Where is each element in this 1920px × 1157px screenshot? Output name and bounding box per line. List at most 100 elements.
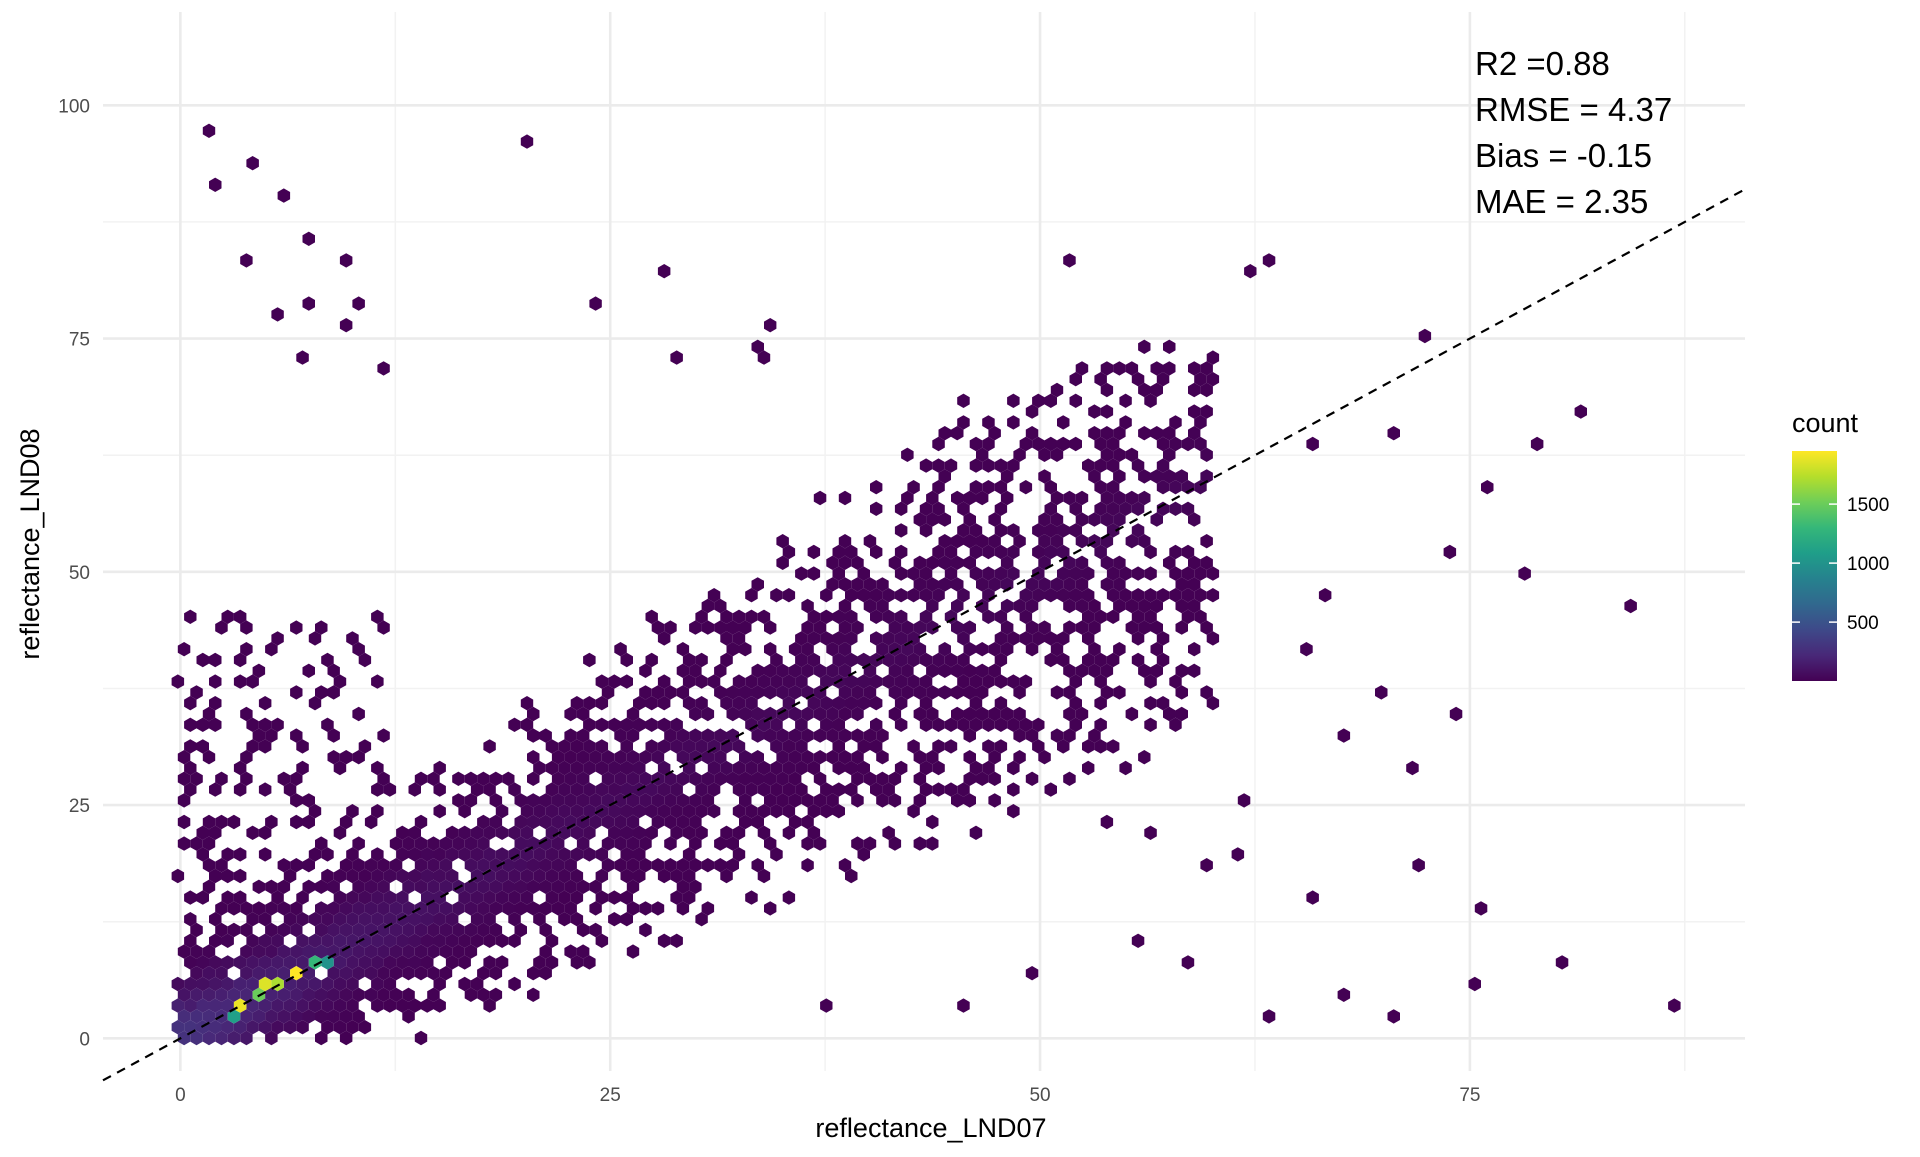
hexbin-cell — [788, 663, 802, 678]
hexbin-cell — [608, 760, 621, 776]
hexbin-cell — [595, 782, 609, 797]
hexbin-cell — [838, 728, 852, 743]
hexbin-cell — [926, 620, 939, 635]
hexbin-cell — [657, 696, 671, 711]
hexbin-cell — [315, 987, 328, 1002]
hexbin-cell — [664, 685, 677, 700]
hexbin-cell — [969, 825, 983, 840]
hexbin-cell — [1188, 512, 1201, 527]
hexbin-cell — [832, 566, 845, 581]
hexbin-cell — [1194, 372, 1207, 387]
hexbin-cell — [495, 847, 509, 862]
hexbin-cell — [240, 253, 253, 268]
hexbin-cell — [495, 933, 509, 948]
hexbin-cell — [202, 1009, 216, 1024]
hexbin-cell — [1044, 544, 1057, 560]
hexbin-cell — [1138, 469, 1151, 484]
hexbin-cell — [813, 706, 827, 722]
hexbin-cell — [296, 890, 309, 905]
hexbin-cell — [209, 933, 222, 948]
hexbin-cell — [421, 933, 434, 948]
hexbin-cell — [202, 706, 216, 722]
hexbin-cell — [433, 782, 446, 797]
hexbin-cell — [190, 922, 203, 938]
hexbin-cell — [265, 1009, 278, 1024]
hexbin-cell — [845, 782, 858, 797]
hexbin-cell — [1181, 566, 1195, 581]
hexbin-cell — [252, 901, 266, 916]
hexbin-cell — [976, 447, 989, 462]
hexbin-cell — [851, 728, 864, 743]
hexbin-cell — [1387, 1009, 1400, 1024]
hexbin-cell — [676, 814, 690, 830]
hexbin-cell — [907, 480, 920, 495]
hexbin-cells — [171, 123, 1681, 1046]
x-tick-label: 50 — [1029, 1085, 1050, 1106]
hexbin-cell — [764, 793, 777, 808]
hexbin-cell — [695, 782, 708, 797]
hexbin-cell — [1075, 512, 1089, 527]
hexbin-cell — [932, 544, 945, 560]
hexbin-cell — [1113, 685, 1126, 700]
hexbin-cell — [1156, 696, 1170, 711]
hexbin-cell — [670, 933, 683, 948]
hexbin-cell — [1075, 577, 1089, 592]
hexbin-cell — [1163, 706, 1176, 722]
hexbin-cell — [851, 577, 864, 592]
hexbin-cell — [832, 652, 845, 668]
hexbin-cell — [508, 868, 521, 884]
hexbin-cell — [857, 674, 870, 689]
hexbin-cell — [346, 933, 359, 948]
hexbin-cell — [1200, 534, 1213, 549]
hexbin-cell — [957, 782, 970, 797]
hexbin-cell — [1188, 426, 1201, 441]
hexbin-cell — [1057, 436, 1070, 452]
hexbin-cell — [714, 836, 727, 851]
hexbin-cell — [1025, 771, 1039, 786]
hexbin-cell — [477, 987, 490, 1002]
hexbin-cell — [714, 728, 727, 743]
hexbin-cell — [1100, 382, 1114, 398]
hexbin-cell — [545, 804, 559, 819]
hexbin-cell — [969, 717, 983, 732]
hexbin-cell — [1181, 544, 1195, 560]
hexbin-cell — [951, 685, 964, 700]
hexbin-cell — [221, 609, 234, 624]
hexbin-cell — [1007, 523, 1020, 538]
hexbin-cell — [489, 901, 503, 916]
hexbin-cell — [714, 598, 727, 614]
hexbin-cell — [1088, 469, 1101, 484]
hexbin-cell — [1094, 480, 1107, 495]
hexbin-cell — [757, 350, 771, 365]
hexbin-cell — [888, 793, 902, 808]
hexbin-cell — [352, 944, 365, 959]
hexbin-cell — [433, 976, 446, 992]
hexbin-cell — [539, 858, 552, 873]
hexbin-cell — [302, 296, 315, 311]
hexbin-cell — [233, 782, 247, 797]
hexbin-cell — [1200, 620, 1213, 635]
hexbin-cell — [271, 1020, 284, 1035]
hexbin-cell — [651, 685, 665, 700]
hexbin-cell — [1075, 598, 1089, 614]
hexbin-cell — [508, 912, 521, 927]
hexbin-cell — [845, 588, 858, 603]
hexbin-cell — [863, 836, 877, 851]
hexbin-cell — [695, 696, 708, 711]
hexbin-cell — [576, 728, 590, 743]
hexbin-cell — [926, 512, 939, 527]
hexbin-cell — [1044, 523, 1057, 538]
hexbin-cell — [1100, 490, 1114, 506]
hexbin-cell — [583, 825, 596, 840]
hexbin-cell — [1019, 588, 1033, 603]
hexbin-cell — [502, 901, 515, 916]
hexbin-cell — [184, 933, 197, 948]
hexbin-cell — [339, 944, 353, 959]
hexbin-cell — [826, 642, 839, 657]
hexbin-cell — [464, 836, 478, 851]
hexbin-cell — [1019, 717, 1033, 732]
hexbin-cell — [1337, 987, 1351, 1002]
hexbin-cell — [595, 933, 609, 948]
hexbin-cell — [1131, 609, 1145, 624]
